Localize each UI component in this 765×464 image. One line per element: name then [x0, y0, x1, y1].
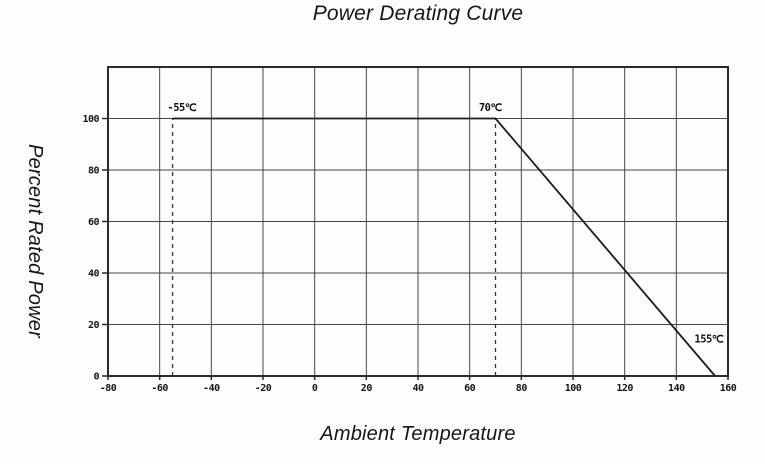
annotation-label: 70℃ [479, 102, 503, 114]
y-tick-label: 80 [88, 166, 100, 177]
annotation-label: -55℃ [167, 102, 196, 114]
x-tick-label: 120 [616, 383, 633, 394]
annotation-label: 155℃ [694, 334, 723, 346]
x-tick-label: 160 [720, 383, 737, 394]
y-tick-label: 0 [93, 372, 99, 383]
y-tick-label: 60 [88, 217, 100, 228]
x-tick-label: 40 [412, 383, 424, 394]
chart-title: Power Derating Curve [312, 2, 524, 25]
x-tick-label: -80 [100, 383, 117, 394]
y-tick-label: 100 [82, 114, 99, 125]
x-tick-label: -20 [255, 383, 272, 394]
x-tick-label: -60 [151, 383, 168, 394]
x-axis-label: Ambient Temperature [320, 423, 516, 445]
x-tick-label: 20 [361, 383, 373, 394]
y-tick-label: 20 [88, 320, 100, 331]
x-tick-label: 0 [312, 383, 318, 394]
y-tick-label: 40 [88, 269, 100, 280]
x-tick-label: 60 [464, 383, 476, 394]
x-tick-label: 80 [516, 383, 528, 394]
x-tick-label: -40 [203, 383, 220, 394]
x-tick-label: 140 [668, 383, 685, 394]
x-tick-label: 100 [565, 383, 582, 394]
derating-curve [172, 117, 716, 377]
